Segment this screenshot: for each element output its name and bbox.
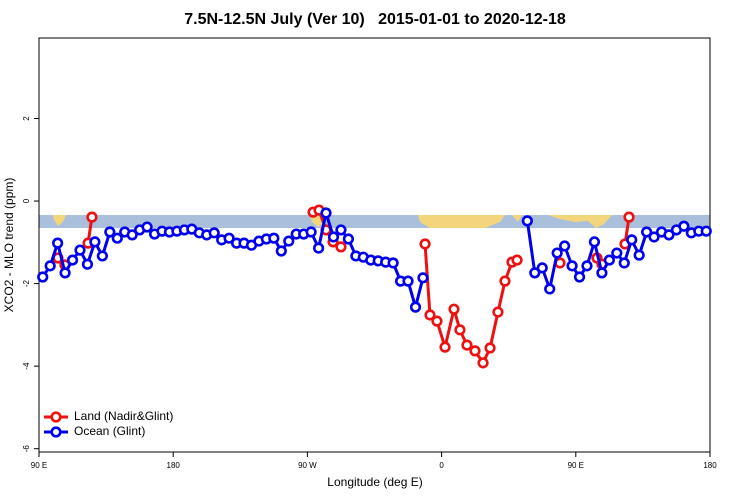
point [96, 250, 108, 262]
point [417, 272, 429, 284]
point [74, 244, 86, 256]
point [111, 232, 123, 244]
point [305, 226, 317, 238]
point [603, 254, 615, 266]
land-patch [53, 215, 66, 226]
point [439, 341, 451, 353]
point [387, 257, 399, 269]
y-tick-label: -4 [22, 362, 31, 370]
point [268, 232, 280, 244]
legend-label: Land (Nadir&Glint) [74, 409, 173, 423]
point [320, 207, 332, 219]
point [648, 231, 660, 243]
point [581, 260, 593, 272]
point [335, 224, 347, 236]
point [663, 229, 675, 241]
ocean-strip [39, 215, 710, 228]
point [448, 303, 460, 315]
chart-title: 7.5N-12.5N July (Ver 10) 2015-01-01 to 2… [184, 11, 566, 28]
point [461, 339, 473, 351]
point [104, 226, 116, 238]
point [484, 342, 496, 354]
point [492, 306, 504, 318]
point [283, 235, 295, 247]
point [536, 262, 548, 274]
y-tick-label: -2 [22, 279, 31, 287]
point [511, 254, 523, 266]
x-tick-label: 90 W [298, 461, 317, 470]
point [424, 309, 436, 321]
point [431, 315, 443, 327]
point [626, 234, 638, 246]
y-axis-label: XCO2 - MLO trend (ppm) [2, 178, 16, 313]
point [275, 245, 287, 257]
point [678, 220, 690, 232]
point [469, 345, 481, 357]
x-tick-label: 0 [439, 461, 444, 470]
point [409, 301, 422, 313]
x-tick-label: 90 E [31, 461, 47, 470]
point [86, 211, 98, 223]
point [419, 238, 431, 250]
plot-frame [38, 37, 711, 453]
legend-swatch-point [50, 411, 62, 423]
point [559, 240, 571, 252]
point [499, 275, 511, 287]
point [529, 267, 541, 279]
point [641, 226, 653, 238]
point [611, 247, 623, 259]
point [327, 231, 340, 243]
point [126, 229, 138, 241]
x-tick-label: 90 E [568, 461, 584, 470]
point [544, 283, 556, 295]
point [596, 267, 608, 279]
point [89, 236, 101, 248]
y-tick-label: 0 [22, 198, 31, 203]
point [700, 225, 712, 237]
point [44, 260, 56, 272]
point [566, 260, 578, 272]
point [633, 249, 645, 261]
point [454, 324, 466, 336]
y-tick-label: 2 [22, 116, 31, 121]
point [573, 271, 586, 283]
point [59, 267, 71, 279]
land-patch [512, 215, 522, 222]
point [52, 237, 64, 249]
point [37, 271, 49, 283]
x-tick-label: 180 [703, 461, 717, 470]
point [618, 257, 630, 269]
point [66, 254, 79, 266]
point [342, 233, 355, 245]
land-patch [548, 215, 612, 228]
x-tick-label: 180 [167, 461, 181, 470]
point [588, 236, 601, 248]
legend-label: Ocean (Glint) [74, 424, 145, 438]
point [335, 241, 347, 253]
x-axis-label: Longitude (deg E) [327, 475, 422, 489]
point [551, 247, 563, 259]
map-strip [39, 215, 710, 228]
point [141, 221, 153, 233]
point [208, 227, 220, 239]
point [623, 211, 635, 223]
point [477, 357, 489, 369]
point [312, 242, 325, 254]
legend-swatch-point [50, 426, 62, 438]
point [81, 258, 94, 270]
y-tick-label: -6 [22, 445, 31, 453]
land-patch [418, 215, 505, 228]
point [521, 215, 533, 227]
point [402, 275, 414, 287]
point [223, 232, 235, 244]
